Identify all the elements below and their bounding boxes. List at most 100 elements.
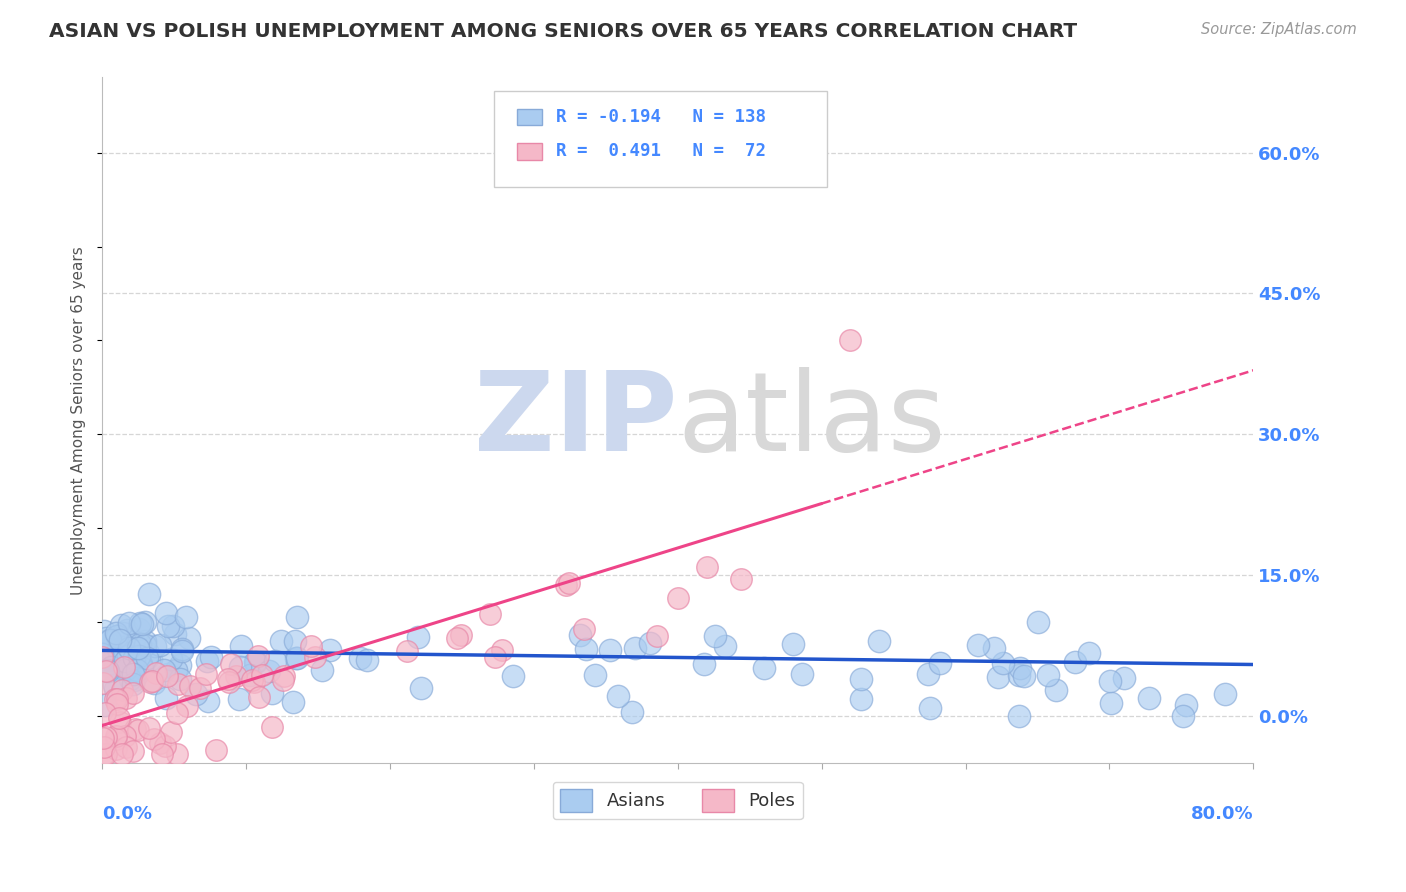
Point bbox=[148, 736, 170, 750]
Point bbox=[135, 650, 157, 665]
Point bbox=[118, 672, 141, 686]
Point bbox=[110, 618, 132, 632]
Point bbox=[94, 747, 117, 761]
Point bbox=[141, 673, 163, 688]
Point bbox=[1012, 668, 1035, 682]
Point bbox=[229, 660, 252, 674]
Point bbox=[273, 669, 295, 683]
Point bbox=[166, 747, 188, 761]
Point bbox=[696, 560, 718, 574]
Point bbox=[111, 644, 134, 658]
Point bbox=[112, 641, 135, 656]
Point bbox=[752, 661, 775, 675]
Point bbox=[115, 662, 138, 676]
Legend: Asians, Poles: Asians, Poles bbox=[553, 781, 803, 819]
Point bbox=[311, 663, 333, 677]
Y-axis label: Unemployment Among Seniors over 65 years: Unemployment Among Seniors over 65 years bbox=[72, 246, 86, 595]
Point bbox=[484, 649, 506, 664]
Point bbox=[155, 606, 177, 620]
Point bbox=[127, 723, 149, 737]
Point bbox=[149, 638, 172, 652]
Point bbox=[247, 690, 270, 704]
Point bbox=[124, 722, 146, 736]
Point bbox=[114, 729, 136, 743]
Point bbox=[450, 628, 472, 642]
Point bbox=[195, 654, 218, 668]
Point bbox=[138, 587, 160, 601]
Point bbox=[1173, 709, 1195, 723]
Point bbox=[125, 633, 148, 648]
Point bbox=[169, 657, 191, 672]
Point bbox=[94, 698, 117, 712]
Point bbox=[225, 669, 247, 683]
Point bbox=[349, 651, 371, 665]
Point bbox=[273, 673, 295, 688]
Point bbox=[790, 666, 813, 681]
Point bbox=[558, 575, 581, 590]
Point bbox=[155, 690, 177, 705]
Point bbox=[966, 638, 988, 652]
Point bbox=[96, 730, 118, 744]
Point bbox=[100, 633, 122, 648]
Point bbox=[920, 701, 942, 715]
Point bbox=[554, 578, 576, 592]
Point bbox=[575, 641, 598, 656]
Point bbox=[1008, 661, 1031, 675]
Point bbox=[128, 637, 150, 651]
Point bbox=[491, 642, 513, 657]
Point bbox=[129, 657, 152, 671]
Point bbox=[1175, 698, 1198, 712]
Point bbox=[134, 638, 156, 652]
Text: R = -0.194   N = 138: R = -0.194 N = 138 bbox=[555, 108, 766, 126]
Point bbox=[107, 641, 129, 656]
FancyBboxPatch shape bbox=[494, 91, 827, 187]
Point bbox=[134, 615, 156, 629]
Point bbox=[356, 653, 378, 667]
Point bbox=[153, 664, 176, 678]
Point bbox=[112, 662, 135, 676]
Point bbox=[621, 705, 644, 719]
Point bbox=[217, 672, 239, 686]
Point bbox=[127, 641, 149, 656]
Point bbox=[446, 631, 468, 645]
Point bbox=[91, 676, 114, 690]
Point bbox=[929, 656, 952, 670]
Point bbox=[111, 645, 134, 659]
Text: R =  0.491   N =  72: R = 0.491 N = 72 bbox=[555, 143, 766, 161]
Bar bbox=[516, 143, 541, 160]
Point bbox=[983, 641, 1005, 656]
Point bbox=[285, 650, 308, 665]
Point bbox=[409, 681, 432, 695]
Point bbox=[105, 692, 128, 706]
Point bbox=[153, 739, 176, 753]
Point bbox=[572, 622, 595, 636]
Point bbox=[94, 664, 117, 678]
Point bbox=[112, 660, 135, 674]
Point bbox=[104, 730, 127, 744]
Point bbox=[270, 633, 292, 648]
Point bbox=[568, 628, 591, 642]
Point bbox=[396, 644, 419, 658]
Point bbox=[179, 679, 201, 693]
Point bbox=[110, 682, 132, 697]
Point bbox=[91, 649, 114, 664]
Point bbox=[114, 740, 136, 755]
Point bbox=[1036, 667, 1059, 681]
Point bbox=[624, 640, 647, 655]
Point bbox=[96, 663, 118, 677]
Point bbox=[167, 676, 190, 690]
Point bbox=[1008, 668, 1031, 682]
Point bbox=[318, 642, 340, 657]
Point bbox=[704, 629, 727, 643]
Point bbox=[156, 666, 179, 681]
Point bbox=[188, 681, 211, 695]
Point bbox=[103, 678, 125, 692]
Point bbox=[284, 634, 307, 648]
Point bbox=[599, 642, 621, 657]
Point bbox=[97, 664, 120, 678]
Point bbox=[118, 615, 141, 630]
Point bbox=[112, 625, 135, 640]
Point bbox=[243, 655, 266, 669]
Point bbox=[176, 610, 198, 624]
Point bbox=[638, 636, 661, 650]
